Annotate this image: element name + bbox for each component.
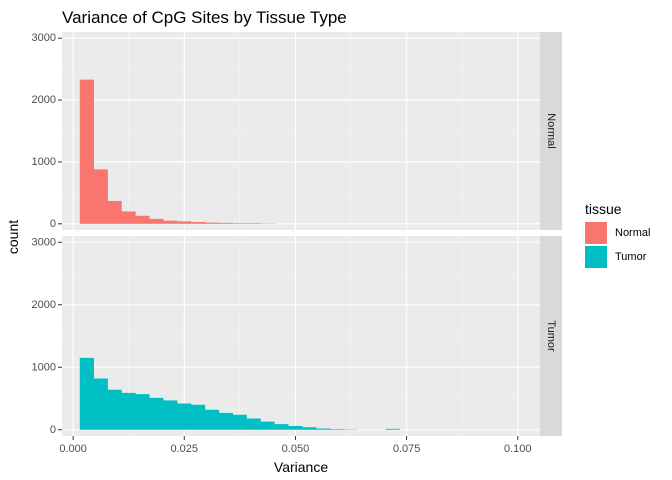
facet-strip-label: Tumor bbox=[545, 320, 557, 352]
legend: tissue Normal Tumor bbox=[585, 201, 650, 268]
x-tick-label: 0.100 bbox=[504, 443, 532, 455]
chart-title: Variance of CpG Sites by Tissue Type bbox=[62, 8, 347, 27]
histogram-bar bbox=[93, 378, 108, 430]
histogram-bar bbox=[385, 428, 400, 430]
histogram-bar bbox=[204, 409, 220, 430]
histogram-bar bbox=[190, 221, 206, 224]
histogram-bar bbox=[190, 404, 206, 430]
histogram-bar bbox=[316, 428, 331, 430]
histogram-bar bbox=[246, 223, 261, 224]
legend-key-normal bbox=[585, 222, 607, 244]
histogram-bar bbox=[149, 397, 164, 430]
histogram-bar bbox=[107, 389, 122, 430]
facet-panel-tumor: Tumor bbox=[62, 236, 562, 436]
histogram-bar bbox=[177, 403, 192, 430]
histogram-bar bbox=[93, 169, 108, 224]
histogram-bar bbox=[163, 400, 178, 430]
histogram-bar bbox=[79, 357, 94, 430]
histogram-bar bbox=[232, 223, 247, 224]
y-tick-label: 1000 bbox=[32, 156, 56, 168]
histogram-bar bbox=[274, 424, 289, 430]
legend-label-normal: Normal bbox=[615, 227, 650, 239]
histogram-bar bbox=[302, 427, 317, 430]
x-tick-label: 0.075 bbox=[393, 443, 421, 455]
y-tick-label: 1000 bbox=[32, 361, 56, 373]
y-tick-label: 3000 bbox=[32, 32, 56, 44]
x-axis-title: Variance bbox=[274, 459, 328, 475]
histogram-bar bbox=[135, 394, 150, 430]
y-tick-label: 2000 bbox=[32, 299, 56, 311]
histogram-bar bbox=[177, 221, 192, 224]
legend-key-tumor bbox=[585, 246, 607, 268]
histogram-bar bbox=[288, 426, 303, 430]
x-tick-label: 0.000 bbox=[59, 443, 87, 455]
histogram-bar bbox=[121, 211, 136, 224]
histogram-bar bbox=[163, 220, 178, 224]
legend-title: tissue bbox=[585, 201, 622, 217]
histogram-bar bbox=[135, 215, 150, 224]
facet-panel-normal: Normal bbox=[62, 32, 562, 230]
histogram-bar bbox=[218, 222, 233, 224]
histogram-bar bbox=[149, 218, 164, 224]
y-tick-label: 2000 bbox=[32, 94, 56, 106]
histogram-bar bbox=[260, 421, 275, 430]
facet-strip bbox=[540, 32, 562, 230]
facet-strip-label: Normal bbox=[545, 113, 557, 148]
histogram-bar bbox=[79, 79, 94, 224]
y-tick-label: 0 bbox=[50, 424, 56, 436]
y-axis-title: count bbox=[5, 220, 21, 254]
histogram-bar bbox=[121, 392, 136, 430]
histogram-bar bbox=[232, 414, 247, 430]
histogram-bar bbox=[204, 222, 220, 224]
histogram-bar bbox=[329, 429, 345, 430]
facet-strip bbox=[540, 236, 562, 436]
histogram-bar bbox=[218, 412, 233, 430]
x-tick-label: 0.050 bbox=[282, 443, 310, 455]
histogram-bar bbox=[107, 200, 122, 224]
y-tick-label: 0 bbox=[50, 218, 56, 230]
x-tick-label: 0.025 bbox=[171, 443, 199, 455]
legend-label-tumor: Tumor bbox=[615, 251, 647, 263]
y-tick-label: 3000 bbox=[32, 236, 56, 248]
histogram-bar bbox=[246, 418, 261, 430]
